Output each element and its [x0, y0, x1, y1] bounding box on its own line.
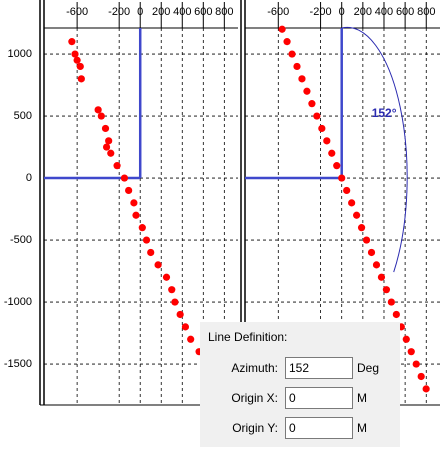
point [168, 286, 176, 294]
azimuth-row: Azimuth: 152 Deg [200, 357, 400, 379]
point [313, 112, 321, 120]
point [283, 38, 291, 46]
field-unit: M [357, 421, 367, 435]
point [412, 360, 420, 368]
point [278, 25, 286, 33]
point [338, 174, 346, 182]
field-unit: Deg [357, 361, 380, 375]
y-tick-label: -1000 [4, 296, 32, 308]
y-tick-label: 0 [26, 172, 32, 184]
point [323, 137, 331, 145]
point [181, 323, 190, 331]
azimuth-input[interactable]: 152 [285, 357, 353, 379]
field-label: Origin X: [231, 391, 278, 405]
point [348, 199, 356, 207]
point [392, 310, 400, 319]
point [382, 286, 391, 294]
y-tick-label: 500 [14, 110, 32, 122]
point [77, 75, 85, 83]
point [343, 186, 351, 195]
point [298, 75, 306, 83]
point [288, 50, 296, 58]
point [407, 348, 415, 356]
point [402, 335, 410, 343]
y-tick-label: -500 [10, 234, 32, 246]
point [187, 335, 195, 343]
origin-y-row: Origin Y: 0 M [200, 417, 400, 439]
field-unit: M [357, 391, 367, 405]
point [76, 62, 84, 71]
point [154, 261, 162, 269]
point [171, 298, 179, 306]
point [422, 385, 430, 393]
point [353, 211, 361, 219]
origin-y-input[interactable]: 0 [285, 417, 353, 439]
dialog-title: Line Definition: [208, 330, 288, 344]
point [94, 106, 102, 114]
point [125, 186, 133, 195]
point [318, 124, 326, 133]
point [147, 248, 155, 257]
origin-x-row: Origin X: 0 M [200, 387, 400, 409]
field-label: Azimuth: [231, 361, 278, 375]
point [107, 149, 115, 157]
point [357, 224, 366, 232]
point [142, 236, 151, 244]
point [387, 298, 395, 306]
azimuth-arc [341, 26, 408, 273]
point [71, 50, 79, 58]
point [377, 273, 386, 281]
field-label: Origin Y: [232, 421, 278, 435]
y-tick-label: -1500 [4, 358, 32, 370]
point [308, 100, 316, 108]
point [362, 236, 371, 244]
point [113, 162, 121, 170]
point [303, 87, 311, 95]
point [120, 174, 129, 182]
point [132, 211, 140, 219]
point [333, 162, 341, 170]
y-tick-label: 1000 [8, 48, 32, 60]
point [73, 56, 81, 64]
point [130, 199, 138, 207]
point [68, 38, 76, 46]
point [176, 310, 184, 319]
point [328, 149, 336, 157]
point [138, 224, 146, 232]
point [105, 137, 113, 145]
point [417, 372, 425, 381]
point [293, 62, 301, 71]
point [162, 273, 171, 281]
point [367, 248, 376, 257]
point [97, 112, 105, 120]
point [101, 124, 110, 133]
azimuth-annotation: 152° [372, 106, 397, 120]
origin-x-input[interactable]: 0 [285, 387, 353, 409]
line-definition-dialog: Line Definition: Azimuth: 152 Deg Origin… [200, 322, 400, 447]
point [372, 261, 381, 269]
point [102, 143, 111, 151]
